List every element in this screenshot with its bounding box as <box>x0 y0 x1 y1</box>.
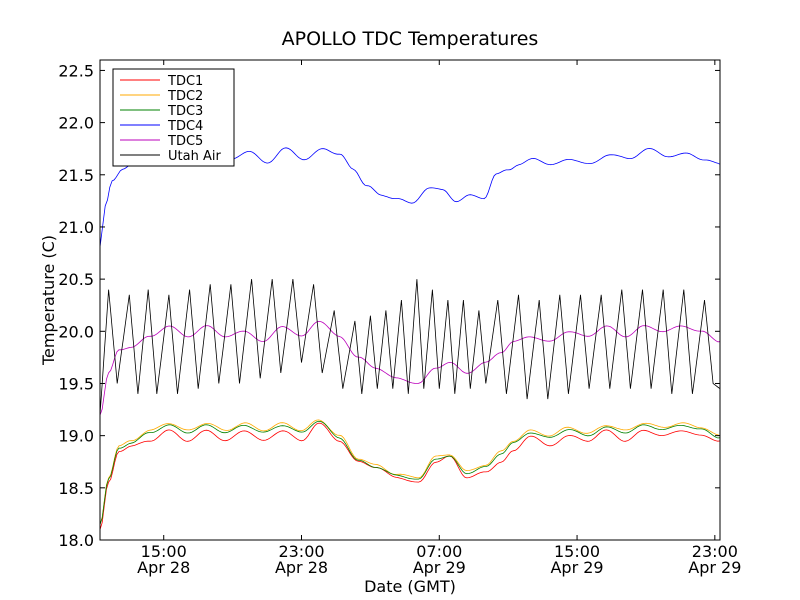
series-line-utah-air <box>99 279 721 415</box>
legend-label-tdc5: TDC5 <box>167 134 203 149</box>
y-tick-label: 21.0 <box>58 218 94 237</box>
y-tick-label: 19.5 <box>58 374 94 393</box>
x-tick-date-label: Apr 28 <box>275 558 328 577</box>
x-tick-time-label: 23:00 <box>692 542 738 561</box>
y-tick-label: 18.0 <box>58 531 94 550</box>
series-line-tdc3 <box>99 420 721 525</box>
x-tick-time-label: 23:00 <box>278 542 324 561</box>
y-tick-label: 22.0 <box>58 114 94 133</box>
legend-label-tdc2: TDC2 <box>167 89 203 104</box>
legend-label-tdc3: TDC3 <box>167 104 203 119</box>
legend-label-tdc4: TDC4 <box>167 119 203 134</box>
series-line-tdc2 <box>99 419 721 525</box>
y-tick-label: 20.0 <box>58 322 94 341</box>
series-line-tdc1 <box>99 422 721 530</box>
x-tick-date-label: Apr 29 <box>550 558 603 577</box>
x-tick-date-label: Apr 29 <box>688 558 741 577</box>
x-tick-date-label: Apr 28 <box>137 558 190 577</box>
chart-title: APOLLO TDC Temperatures <box>282 28 539 50</box>
series-layer <box>99 147 721 530</box>
y-tick-label: 22.5 <box>58 61 94 80</box>
x-tick-date-label: Apr 29 <box>413 558 466 577</box>
y-tick-label: 18.5 <box>58 479 94 498</box>
y-tick-label: 19.0 <box>58 427 94 446</box>
ticks-layer: 18.0 18.5 19.0 19.5 20.0 20.5 21.0 21.5 22.0 22.5… <box>58 60 741 577</box>
y-axis-label: Temperature (C) <box>39 235 58 366</box>
plot-frame <box>99 59 721 541</box>
legend-label-utah-air: Utah Air <box>168 149 221 164</box>
legend-label-tdc1: TDC1 <box>167 74 203 89</box>
y-tick-label: 20.5 <box>58 270 94 289</box>
x-axis-label: Date (GMT) <box>364 577 456 596</box>
legend-box <box>112 68 235 167</box>
y-tick-label: 21.5 <box>58 166 94 185</box>
x-tick-time-label: 15:00 <box>141 542 187 561</box>
x-tick-time-label: 07:00 <box>416 542 462 561</box>
x-tick-time-label: 15:00 <box>554 542 600 561</box>
